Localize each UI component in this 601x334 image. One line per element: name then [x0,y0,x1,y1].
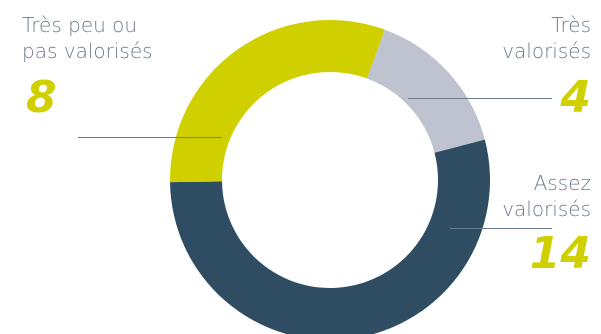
label-tres-peu-line1: Très peu ou [22,12,153,38]
label-assez-valorises-line2: valorisés [502,196,591,222]
leader-assez-valorises [450,228,552,229]
leader-tres-peu [78,137,222,138]
label-tres-peu-line2: pas valorisés [22,38,153,64]
label-tres-valorises-line1: Très [502,12,591,38]
slice-tres-peu [170,20,385,182]
label-assez-valorises: Assez valorisés [502,170,591,222]
value-tres-peu: 8 [26,76,57,120]
label-assez-valorises-line1: Assez [502,170,591,196]
label-tres-valorises: Très valorisés [502,12,591,64]
value-assez-valorises: 14 [530,232,591,276]
label-tres-peu: Très peu ou pas valorisés [22,12,153,64]
slice-tres-valorises [367,30,485,153]
leader-tres-valorises [408,98,552,99]
label-tres-valorises-line2: valorisés [502,38,591,64]
value-tres-valorises: 4 [560,76,591,120]
